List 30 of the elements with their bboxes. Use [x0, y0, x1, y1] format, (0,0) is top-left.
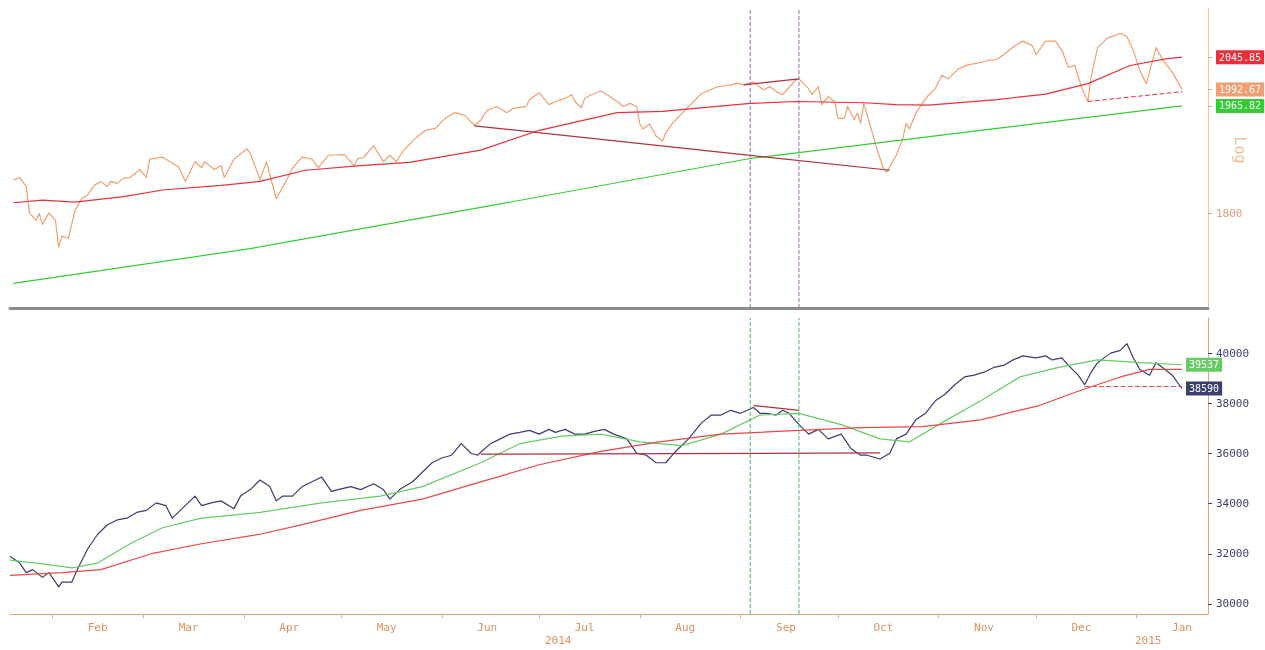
x-tick-label: Dec: [1071, 621, 1092, 634]
y-tick-label: 2045.85: [1219, 51, 1262, 63]
x-tick-label: Oct: [873, 621, 894, 634]
x-tick-label: May: [376, 621, 397, 634]
x-tick-label: Jul: [574, 621, 595, 634]
y-tick-label: 1800: [1216, 207, 1243, 221]
text: 2014: [545, 634, 572, 647]
y-tick-label: 1965.82: [1219, 100, 1262, 112]
y-tick-label: 38000: [1216, 396, 1250, 410]
x-tick-label: Feb: [87, 621, 108, 634]
x-tick-label: Jun: [477, 621, 498, 634]
y-tick-label: 36000: [1216, 446, 1250, 460]
data-label: 39537: [1189, 359, 1220, 371]
y-tick-label: 32000: [1216, 547, 1250, 561]
text: 2015: [1135, 634, 1162, 647]
x-tick-label: Apr: [279, 621, 300, 634]
x-tick-label: Sep: [776, 621, 796, 634]
y-tick-label: 1992.67: [1219, 83, 1262, 95]
line-series: [12, 56, 1183, 204]
x-tick-label: Aug: [675, 621, 696, 634]
x-tick-label: Jan: [1172, 621, 1192, 634]
line-series: [12, 105, 1183, 284]
y-axis-title: Log: [1231, 136, 1249, 164]
y-tick-label: 34000: [1216, 497, 1250, 511]
x-tick-label: Nov: [974, 621, 995, 634]
y-tick-label: 30000: [1216, 597, 1250, 611]
y-tick-label: 40000: [1216, 346, 1250, 360]
x-tick-label: Mar: [178, 621, 199, 634]
data-label: 38590: [1189, 382, 1220, 394]
line-series: [12, 32, 1183, 248]
